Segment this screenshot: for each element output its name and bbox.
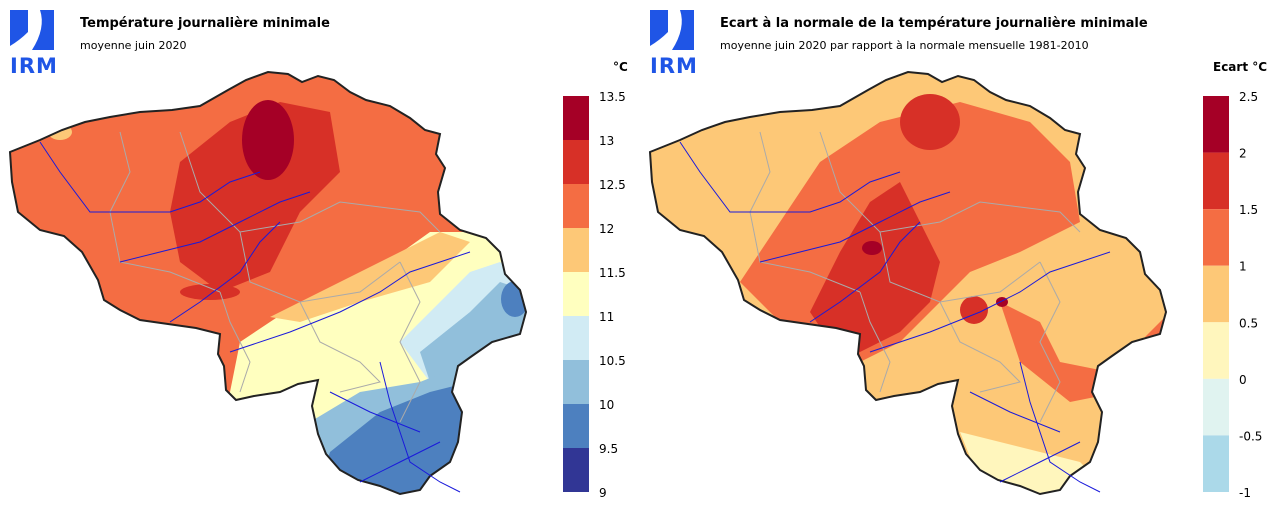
legend-tick-label: 10.5: [599, 354, 626, 368]
legend-tick-label: 12.5: [599, 178, 626, 192]
legend-swatch: [1203, 322, 1229, 379]
rivers: [39, 141, 471, 493]
legend-swatch: [563, 228, 589, 272]
zone-above-2.5: [862, 241, 882, 255]
legend-tick-label: 13: [599, 134, 614, 148]
map-title: Température journalière minimale: [80, 16, 330, 31]
zone-11.5-12: [270, 232, 470, 322]
legend-tick-label: 0.5: [1239, 316, 1258, 330]
province-borders: [749, 131, 1081, 423]
legend-tick-label: 2.5: [1239, 90, 1258, 104]
legend-swatch: [563, 316, 589, 360]
legend-unit: Ecart °C: [1213, 60, 1268, 74]
legend-swatch: [563, 404, 589, 448]
legend-swatch: [563, 360, 589, 404]
irm-logo-icon: [650, 10, 694, 50]
legend-swatch: [1203, 209, 1229, 266]
legend-tick-label: -1: [1239, 486, 1251, 500]
belgium-map: [9, 71, 527, 495]
irm-logo: IRM: [6, 6, 58, 78]
legend-swatch: [563, 140, 589, 184]
legend-swatch: [563, 448, 589, 492]
legend-tick-label: 11: [599, 310, 614, 324]
legend-swatch: [1203, 435, 1229, 492]
legend-tick-label: 2: [1239, 147, 1247, 161]
legend-tick-label: -0.5: [1239, 429, 1262, 443]
legend-tick-label: 9.5: [599, 442, 618, 456]
province-borders: [109, 131, 441, 423]
legend-swatch: [563, 184, 589, 228]
panel-deviation: IRM Ecart à la normale de la température…: [640, 0, 1280, 507]
legend-unit: °C: [613, 60, 628, 74]
legend-tick-label: 13.5: [599, 90, 626, 104]
zone-9.5-10-east: [501, 281, 526, 317]
belgium-map: [649, 71, 1167, 495]
zone-13-13.5: [242, 100, 294, 180]
zone-2-2.5-north: [900, 94, 960, 150]
legend-tick-label: 0: [1239, 373, 1247, 387]
map-title: Ecart à la normale de la température jou…: [720, 16, 1148, 31]
legend-swatch: [563, 96, 589, 140]
legend-tick-label: 11.5: [599, 266, 626, 280]
legend-tick-label: 10: [599, 398, 614, 412]
zone-12.5-13: [170, 102, 340, 292]
legend-swatch: [563, 272, 589, 316]
map-subtitle: moyenne juin 2020 par rapport à la norma…: [720, 39, 1089, 52]
legend-swatch: [1203, 152, 1229, 210]
legend-swatch: [1203, 265, 1229, 323]
zone-2-2.5: [810, 182, 940, 352]
logo-text: IRM: [10, 54, 58, 78]
panel-minimum-temperature: IRM Température journalière minimale moy…: [6, 6, 628, 500]
rivers: [679, 141, 1111, 493]
logo-text: IRM: [650, 54, 698, 78]
legend-swatch: [1203, 96, 1229, 153]
irm-logo: IRM: [646, 6, 698, 78]
legend-tick-label: 9: [599, 486, 607, 500]
map-subtitle: moyenne juin 2020: [80, 39, 187, 52]
legend-tick-label: 12: [599, 222, 614, 236]
zone-12.5-13-south: [180, 284, 240, 300]
legend-tick-label: 1.5: [1239, 203, 1258, 217]
irm-logo-icon: [10, 10, 54, 50]
legend-swatch: [1203, 378, 1229, 436]
legend-tick-label: 1: [1239, 260, 1247, 274]
